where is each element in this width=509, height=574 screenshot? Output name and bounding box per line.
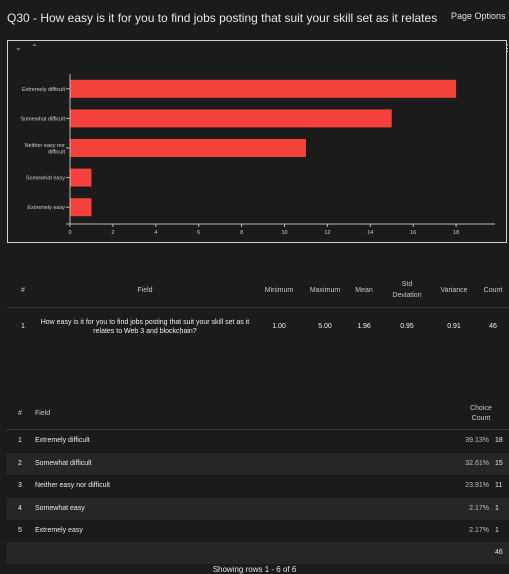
row-count: 15	[495, 460, 503, 467]
rows-status: Showing rows 1 - 6 of 6	[212, 565, 297, 574]
total-row: 46	[7, 542, 509, 564]
stat-minimum: 1.00	[272, 323, 286, 330]
x-tick-label: 0	[68, 230, 71, 236]
x-tick-label: 10	[281, 230, 287, 236]
stat-std-deviation: 0.95	[400, 323, 414, 330]
page-options-label: Page Options	[451, 11, 506, 21]
y-axis-label: Extremely easy	[27, 205, 65, 211]
header-divider	[7, 307, 509, 308]
freq-header-choice-count: Choice Count	[466, 405, 496, 422]
x-tick-label: 12	[324, 230, 330, 236]
col-header-num: #	[21, 287, 25, 294]
y-axis-label: Neither easy nor difficult	[25, 143, 66, 156]
row-percent: 2.17%	[469, 527, 489, 534]
chart-bar	[70, 139, 306, 157]
stat-mean: 1.96	[357, 323, 371, 330]
table-row: 1 Extremely difficult 39.13% 18	[7, 430, 509, 452]
table-row: 4 Somewhat easy 2.17% 1	[7, 498, 509, 520]
col-header-count: Count	[483, 287, 503, 294]
col-header-std: Std Deviation	[386, 281, 428, 299]
row-count: 18	[495, 437, 503, 444]
stat-row-field-line1: How easy is it for you to find jobs post…	[40, 319, 250, 326]
page-header: Q30 - How easy is it for you to find job…	[0, 0, 509, 34]
table-row: 2 Somewhat difficult 32.61% 15	[7, 453, 509, 475]
x-tick-label: 4	[154, 230, 157, 236]
x-tick-label: 2	[111, 230, 114, 236]
chart-menu-icon[interactable]: ⋮	[503, 43, 509, 53]
stat-row-field: How easy is it for you to find jobs post…	[40, 319, 250, 335]
page-options-button[interactable]: Page Options⌄	[451, 11, 509, 21]
row-label: Extremely easy	[35, 527, 83, 534]
x-tick-label: 8	[240, 230, 243, 236]
row-count: 11	[495, 482, 503, 489]
col-header-std-line1: Std	[401, 281, 413, 288]
chart-bar	[70, 109, 392, 128]
chevron-up-icon[interactable]: ⌃	[31, 43, 38, 52]
row-count: 1	[495, 505, 499, 512]
row-label: Somewhat difficult	[35, 460, 92, 467]
col-header-minimum: Minimum	[264, 287, 294, 294]
bar-chart: Extremely difficult Somewhat difficult Nei…	[20, 74, 495, 236]
row-count: 1	[495, 527, 499, 534]
y-axis-label: Somewhat easy	[26, 176, 65, 182]
stat-maximum: 5.00	[318, 323, 332, 330]
col-header-maximum: Maximum	[309, 287, 341, 294]
freq-header-field: Field	[35, 410, 51, 417]
question-title: Q30 - How easy is it for you to find job…	[7, 11, 437, 25]
col-header-field: Field	[137, 287, 153, 294]
stat-row-num: 1	[21, 323, 25, 330]
chart-panel	[7, 40, 507, 243]
chart-bar	[70, 168, 92, 187]
chevron-down-icon[interactable]: ⌄	[15, 43, 22, 52]
row-num: 1	[18, 437, 22, 444]
freq-header-choice-line1: Choice	[470, 405, 492, 412]
row-num: 5	[18, 527, 22, 534]
row-label: Extremely difficult	[35, 437, 90, 444]
table-row: 5 Extremely easy 2.17% 1	[7, 520, 509, 542]
row-label: Neither easy nor difficult	[35, 482, 110, 489]
stat-count: 46	[489, 323, 497, 330]
y-axis-label: Somewhat difficult	[20, 116, 65, 122]
freq-header-choice-line2: Count	[471, 415, 491, 422]
chart-bar	[70, 79, 457, 98]
row-num: 4	[18, 505, 22, 512]
stat-variance: 0.91	[447, 323, 461, 330]
freq-header-num: #	[18, 410, 22, 417]
x-tick-label: 14	[367, 230, 373, 236]
row-num: 3	[18, 482, 22, 489]
y-axis-label: Extremely difficult	[22, 87, 65, 93]
stat-row-field-line2: relates to Web 3 and blockchain?	[93, 328, 197, 335]
table-row: 3 Neither easy nor difficult 23.91% 11	[7, 475, 509, 497]
col-header-mean: Mean	[355, 287, 373, 294]
col-header-std-line2: Deviation	[392, 292, 422, 299]
row-label: Somewhat easy	[35, 505, 85, 512]
x-tick-label: 18	[453, 230, 459, 236]
freq-header-divider	[7, 429, 509, 430]
chart-bar	[70, 198, 92, 217]
total-count: 46	[495, 549, 503, 556]
col-header-variance: Variance	[440, 287, 468, 294]
x-tick-label: 16	[410, 230, 416, 236]
row-percent: 32.61%	[465, 460, 489, 467]
row-percent: 2.17%	[469, 505, 489, 512]
row-percent: 39.13%	[465, 437, 489, 444]
row-percent: 23.91%	[465, 482, 489, 489]
x-tick-label: 6	[197, 230, 200, 236]
row-num: 2	[18, 460, 22, 467]
